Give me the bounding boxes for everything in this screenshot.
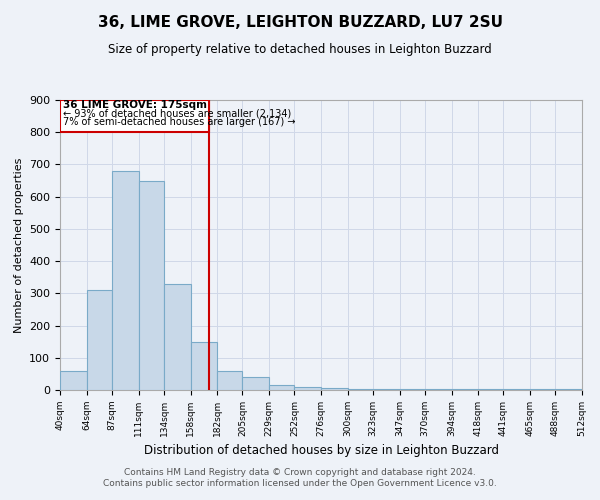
- Bar: [269, 385, 295, 390]
- Bar: [242, 377, 269, 390]
- Bar: [139, 180, 164, 390]
- Text: 36 LIME GROVE: 175sqm: 36 LIME GROVE: 175sqm: [62, 100, 206, 110]
- X-axis label: Distribution of detached houses by size in Leighton Buzzard: Distribution of detached houses by size …: [143, 444, 499, 458]
- Text: Size of property relative to detached houses in Leighton Buzzard: Size of property relative to detached ho…: [108, 42, 492, 56]
- Bar: [86, 290, 112, 390]
- Bar: [321, 388, 347, 390]
- Bar: [60, 100, 209, 132]
- Text: ← 93% of detached houses are smaller (2,134): ← 93% of detached houses are smaller (2,…: [64, 108, 292, 118]
- Text: 36, LIME GROVE, LEIGHTON BUZZARD, LU7 2SU: 36, LIME GROVE, LEIGHTON BUZZARD, LU7 2S…: [97, 15, 503, 30]
- Bar: [295, 388, 321, 390]
- Bar: [400, 389, 425, 390]
- Bar: [112, 171, 139, 390]
- Bar: [425, 389, 452, 390]
- Bar: [164, 284, 191, 390]
- Bar: [373, 389, 400, 390]
- Bar: [191, 342, 217, 390]
- Bar: [217, 370, 242, 390]
- Bar: [60, 370, 86, 390]
- Text: 7% of semi-detached houses are larger (167) →: 7% of semi-detached houses are larger (1…: [64, 117, 296, 127]
- Y-axis label: Number of detached properties: Number of detached properties: [14, 158, 23, 332]
- Bar: [347, 388, 373, 390]
- Text: Contains HM Land Registry data © Crown copyright and database right 2024.
Contai: Contains HM Land Registry data © Crown c…: [103, 468, 497, 487]
